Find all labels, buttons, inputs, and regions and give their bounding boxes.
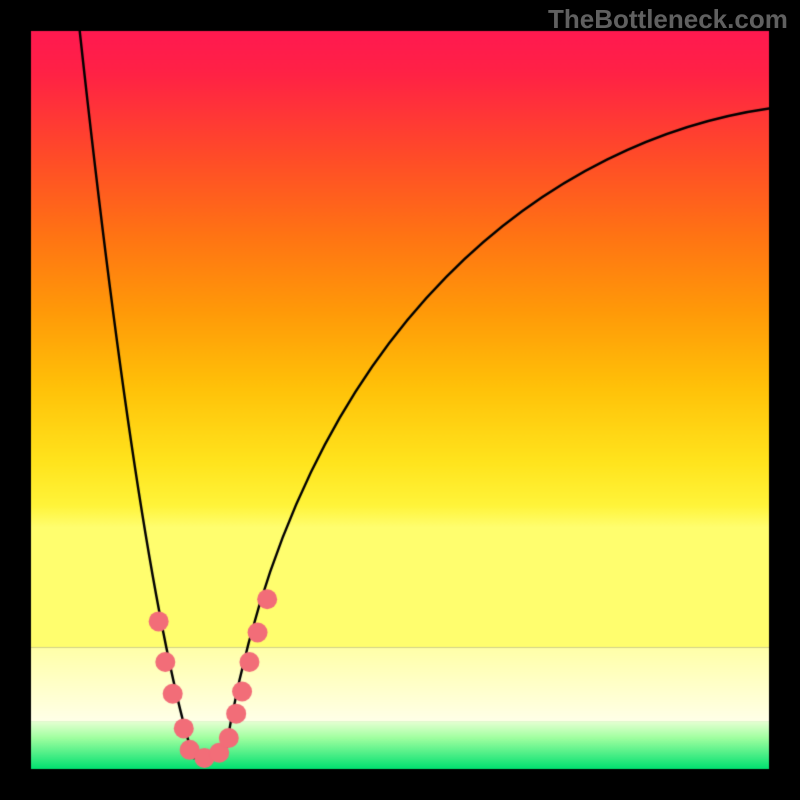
- chart-canvas: [0, 0, 800, 800]
- chart-stage: TheBottleneck.com: [0, 0, 800, 800]
- watermark-text: TheBottleneck.com: [548, 4, 788, 35]
